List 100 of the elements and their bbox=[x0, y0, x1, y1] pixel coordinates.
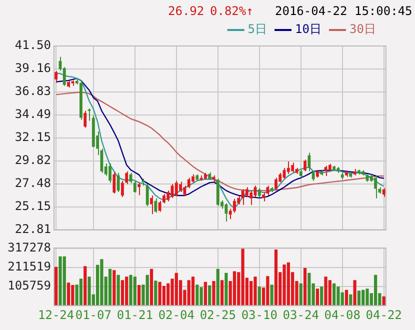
legend-label: 10日 bbox=[295, 22, 322, 36]
bar bbox=[196, 284, 199, 306]
bar bbox=[299, 283, 302, 306]
x-tick-label: 04-08 bbox=[324, 308, 360, 322]
candlestick bbox=[179, 181, 182, 193]
x-tick-label: 01-07 bbox=[75, 308, 112, 322]
bar bbox=[125, 276, 128, 306]
bar bbox=[266, 276, 270, 306]
bar bbox=[270, 284, 274, 306]
y-tick-label: 22.81 bbox=[14, 222, 51, 236]
bar bbox=[250, 280, 253, 306]
candlestick bbox=[316, 170, 319, 178]
y-tick-label: 36.83 bbox=[14, 84, 51, 98]
bar bbox=[324, 276, 328, 306]
y-tick-label: 39.16 bbox=[14, 61, 51, 76]
x-tick-label: 03-10 bbox=[241, 308, 278, 322]
bar bbox=[303, 268, 307, 306]
candlestick bbox=[286, 161, 290, 174]
candlestick bbox=[204, 172, 207, 179]
candlestick bbox=[92, 114, 95, 147]
bar bbox=[286, 262, 290, 306]
legend-label: 5日 bbox=[248, 22, 268, 36]
candlestick bbox=[320, 170, 324, 176]
candlestick bbox=[270, 186, 274, 193]
bar bbox=[374, 274, 378, 306]
candlestick bbox=[250, 190, 253, 206]
bar bbox=[84, 266, 87, 306]
candlestick bbox=[71, 80, 74, 86]
bar bbox=[366, 288, 369, 306]
y-tick-label: 25.15 bbox=[14, 198, 51, 213]
candlestick bbox=[121, 180, 124, 198]
bar bbox=[71, 284, 74, 306]
candlestick bbox=[84, 110, 87, 128]
y-tick-label: 29.82 bbox=[14, 152, 51, 167]
bar bbox=[62, 256, 66, 306]
y-tick-label: 41.50 bbox=[14, 38, 51, 52]
candlestick bbox=[291, 162, 294, 173]
bar bbox=[362, 290, 365, 306]
candlestick bbox=[328, 163, 332, 172]
text: 26.92 bbox=[168, 4, 204, 18]
bar bbox=[138, 284, 141, 306]
bar bbox=[282, 264, 286, 306]
bar bbox=[66, 282, 70, 306]
bar bbox=[208, 285, 212, 306]
candlestick bbox=[345, 170, 348, 178]
bar bbox=[316, 288, 320, 306]
legend-label: 30日 bbox=[349, 22, 376, 36]
x-tick-label: 03-24 bbox=[282, 308, 319, 322]
y-tick-label: 27.48 bbox=[14, 176, 51, 190]
bar bbox=[129, 274, 132, 306]
candlestick bbox=[336, 166, 340, 174]
candlestick bbox=[233, 198, 236, 214]
bar bbox=[174, 272, 178, 306]
bar bbox=[133, 276, 136, 306]
bar bbox=[162, 286, 166, 306]
bar bbox=[320, 286, 324, 306]
bar bbox=[100, 259, 104, 306]
bar bbox=[108, 268, 112, 306]
candlestick bbox=[299, 169, 302, 178]
candlestick bbox=[358, 170, 360, 175]
text: 0.82%↑ bbox=[210, 4, 254, 18]
bar bbox=[200, 287, 203, 306]
candlestick bbox=[116, 172, 120, 193]
bar bbox=[191, 276, 195, 306]
bar bbox=[220, 280, 224, 306]
bar bbox=[232, 271, 236, 306]
y-tick-label: 211519 bbox=[8, 259, 51, 274]
candlestick bbox=[258, 188, 261, 198]
bar bbox=[158, 282, 162, 306]
bar bbox=[332, 283, 336, 306]
candlestick bbox=[308, 152, 311, 172]
candlestick bbox=[274, 177, 278, 190]
candlestick bbox=[54, 70, 58, 84]
candlestick bbox=[324, 165, 328, 177]
bar bbox=[274, 250, 278, 306]
bar bbox=[204, 282, 207, 306]
candlestick bbox=[340, 172, 344, 180]
bar bbox=[349, 294, 352, 306]
x-tick-label: 01-21 bbox=[116, 308, 153, 322]
x-tick-label: 12-24 bbox=[38, 308, 74, 322]
candlestick bbox=[374, 176, 377, 199]
x-tick-label: 02-25 bbox=[200, 308, 236, 322]
bar bbox=[258, 286, 261, 306]
bar bbox=[328, 280, 332, 306]
y-tick-label: 32.15 bbox=[14, 130, 51, 144]
candlestick bbox=[353, 168, 356, 176]
candlestick bbox=[125, 170, 128, 185]
candlestick bbox=[112, 172, 116, 194]
candlestick bbox=[80, 80, 82, 120]
y-tick-label: 317278 bbox=[8, 240, 51, 254]
candlestick bbox=[174, 180, 178, 196]
candlestick bbox=[196, 174, 199, 182]
bar bbox=[112, 270, 116, 306]
bar bbox=[241, 248, 244, 306]
text: 2016-04-22 15:00:45 bbox=[275, 4, 412, 18]
bar bbox=[154, 280, 158, 306]
candlestick bbox=[362, 170, 365, 176]
bar bbox=[216, 268, 220, 306]
y-tick-label: 105759 bbox=[8, 278, 51, 293]
bar bbox=[357, 290, 361, 306]
